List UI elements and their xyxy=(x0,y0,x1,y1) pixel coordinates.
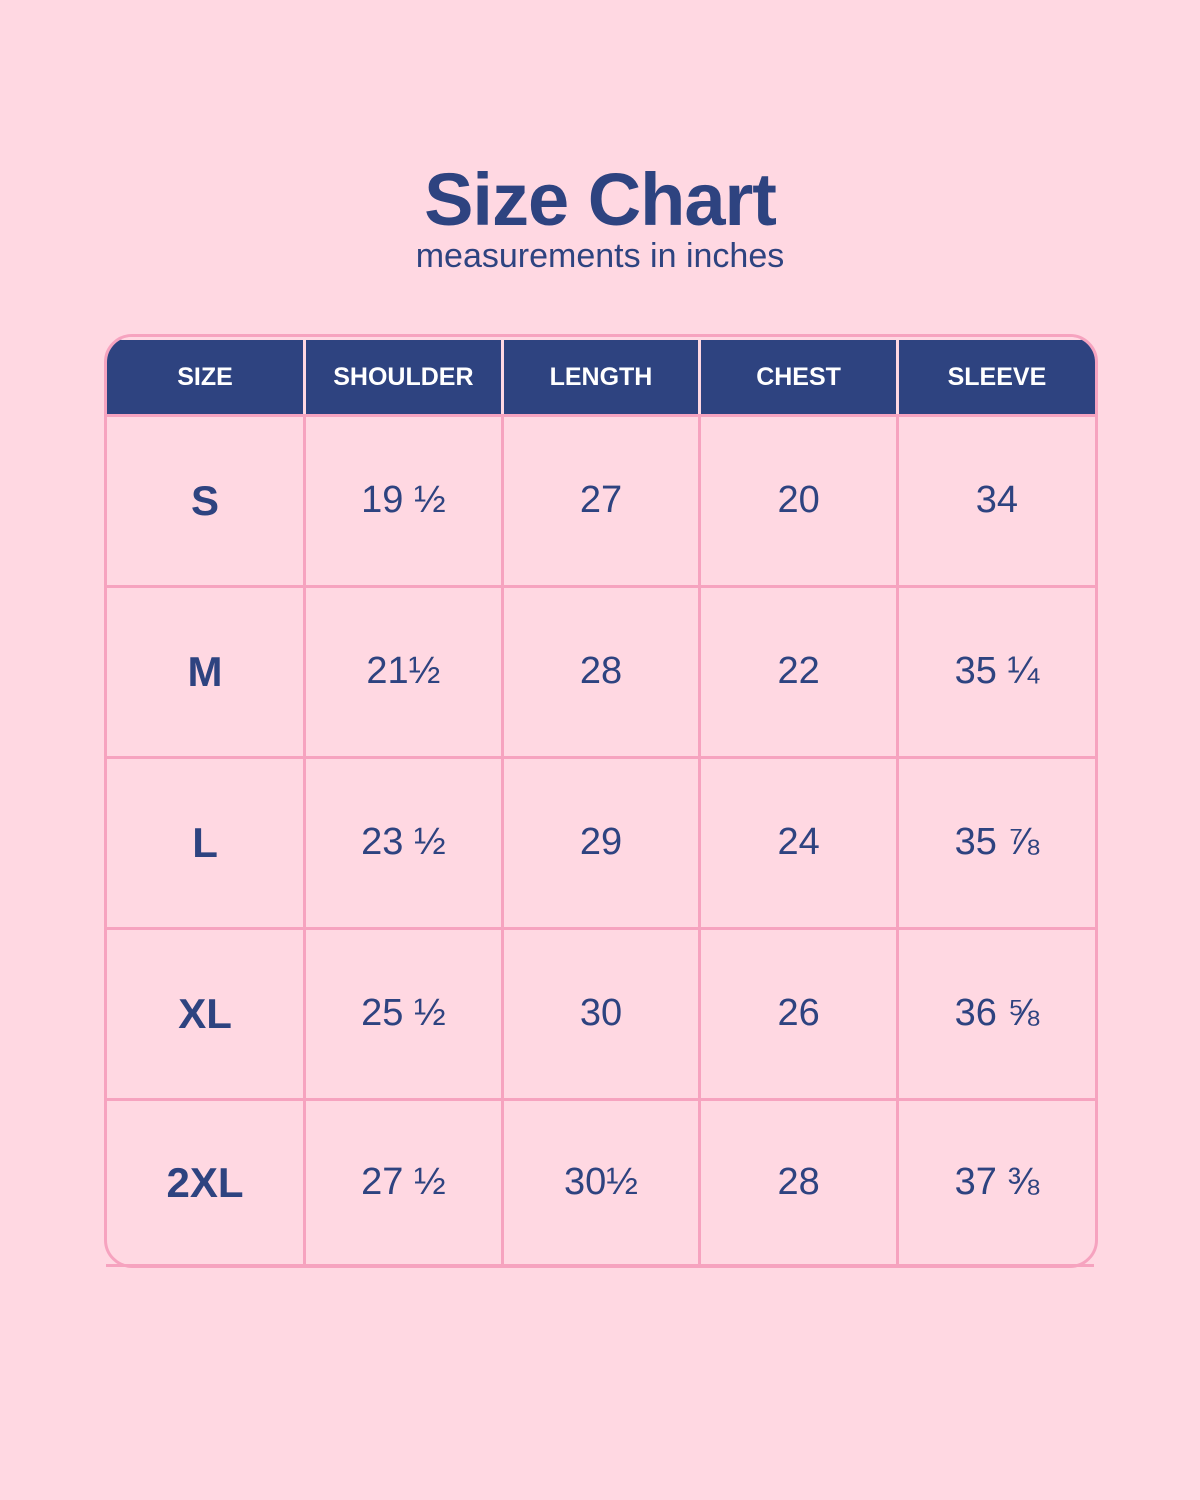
size-cell: L xyxy=(107,755,307,930)
column-header-size: SIZE xyxy=(107,337,307,417)
table-row: M 21½ 28 22 35 ¼ xyxy=(107,584,1095,759)
table-row: 2XL 27 ½ 30½ 28 37 ⅜ xyxy=(107,1097,1095,1265)
table-header-row: SIZE SHOULDER LENGTH CHEST SLEEVE xyxy=(107,337,1095,417)
length-cell: 28 xyxy=(500,584,702,759)
length-cell: 29 xyxy=(500,755,702,930)
size-cell: 2XL xyxy=(107,1097,307,1265)
table-row: XL 25 ½ 30 26 36 ⅝ xyxy=(107,926,1095,1101)
sleeve-cell: 37 ⅜ xyxy=(895,1097,1095,1265)
shoulder-cell: 19 ½ xyxy=(303,414,504,588)
shoulder-cell: 25 ½ xyxy=(303,926,504,1101)
size-chart-table: SIZE SHOULDER LENGTH CHEST SLEEVE S 19 ½… xyxy=(104,334,1098,1268)
column-header-shoulder: SHOULDER xyxy=(303,337,504,417)
table-row: S 19 ½ 27 20 34 xyxy=(107,414,1095,588)
length-cell: 30½ xyxy=(500,1097,702,1265)
table-row: L 23 ½ 29 24 35 ⅞ xyxy=(107,755,1095,930)
shoulder-cell: 23 ½ xyxy=(303,755,504,930)
page-title: Size Chart xyxy=(424,158,777,241)
chest-cell: 20 xyxy=(698,414,899,588)
chest-cell: 28 xyxy=(698,1097,899,1265)
size-cell: M xyxy=(107,584,307,759)
shoulder-cell: 21½ xyxy=(303,584,504,759)
sleeve-cell: 34 xyxy=(895,414,1095,588)
length-cell: 30 xyxy=(500,926,702,1101)
sleeve-cell: 35 ¼ xyxy=(895,584,1095,759)
length-cell: 27 xyxy=(500,414,702,588)
table-bottom-rule xyxy=(106,1264,1094,1267)
sleeve-cell: 35 ⅞ xyxy=(895,755,1095,930)
chest-cell: 22 xyxy=(698,584,899,759)
size-table: SIZE SHOULDER LENGTH CHEST SLEEVE S 19 ½… xyxy=(107,337,1095,1265)
page-subtitle: measurements in inches xyxy=(415,237,785,275)
column-header-chest: CHEST xyxy=(698,337,899,417)
chest-cell: 26 xyxy=(698,926,899,1101)
chest-cell: 24 xyxy=(698,755,899,930)
column-header-length: LENGTH xyxy=(500,337,702,417)
sleeve-cell: 36 ⅝ xyxy=(895,926,1095,1101)
size-cell: S xyxy=(107,414,307,588)
column-header-sleeve: SLEEVE xyxy=(895,337,1095,417)
shoulder-cell: 27 ½ xyxy=(303,1097,504,1265)
size-cell: XL xyxy=(107,926,307,1101)
